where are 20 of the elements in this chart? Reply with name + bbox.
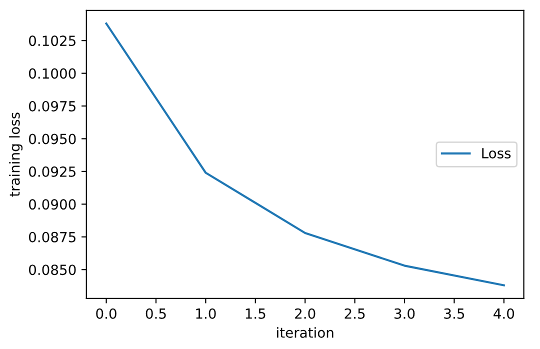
x-tick-label: 1.5 [246, 308, 266, 319]
x-tick-label: 2.5 [344, 308, 365, 319]
x-tick-label: 0.5 [146, 308, 166, 319]
x-tick-label: 3.0 [394, 308, 415, 319]
x-tick-label: 1.0 [196, 308, 216, 319]
y-axis-title: training loss [9, 112, 23, 197]
y-tick-label: 0.0875 [28, 232, 76, 242]
x-tick-label: 4.0 [494, 308, 514, 319]
y-tick-label: 0.0975 [28, 100, 76, 112]
legend-label: Loss [482, 148, 511, 158]
y-tick-label: 0.1000 [28, 68, 76, 79]
x-tick-label: 0.0 [96, 308, 116, 319]
x-tick-label: 2.0 [295, 308, 316, 319]
y-tick-label: 0.0925 [28, 166, 76, 177]
y-tick-label: 0.1025 [28, 36, 76, 46]
y-tick-label: 0.0900 [28, 199, 76, 210]
y-tick-label: 0.0950 [28, 134, 76, 144]
y-tick-label: 0.0850 [28, 264, 76, 276]
x-tick-label: 3.5 [444, 308, 464, 319]
x-axis-title: iteration [277, 327, 334, 338]
